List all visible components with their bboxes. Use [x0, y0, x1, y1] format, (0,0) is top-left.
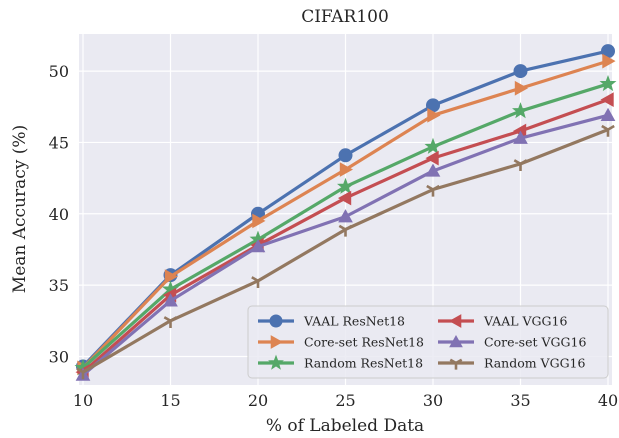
- data-point: [513, 159, 528, 171]
- legend-label: VAAL VGG16: [483, 314, 567, 329]
- series: [77, 53, 616, 376]
- data-point: [425, 150, 439, 166]
- series: [76, 124, 615, 380]
- legend-label: Core-set ResNet18: [304, 335, 424, 350]
- data-point: [513, 130, 528, 144]
- data-point: [76, 367, 90, 380]
- data-point: [270, 335, 284, 349]
- data-point: [337, 190, 352, 206]
- legend-item: Random VGG16: [438, 356, 586, 371]
- y-tick-label: 50: [49, 62, 69, 81]
- data-point: [163, 316, 178, 328]
- legend: VAAL ResNet18 Core-set ResNet18 Random Res…: [247, 305, 609, 379]
- legend-item: Core-set ResNet18: [258, 335, 424, 350]
- data-point: [164, 269, 179, 284]
- x-tick-label: 10: [73, 391, 93, 410]
- legend-label: Random VGG16: [484, 356, 586, 371]
- y-tick-label: 40: [49, 205, 69, 224]
- data-point: [250, 239, 266, 253]
- x-tick-label: 15: [160, 391, 180, 410]
- data-point: [268, 354, 284, 370]
- data-point: [513, 64, 528, 79]
- x-axis-label: % of Labeled Data: [266, 416, 424, 436]
- data-point: [448, 314, 462, 328]
- data-point: [449, 358, 463, 370]
- data-point: [337, 177, 354, 194]
- data-point: [338, 209, 353, 223]
- data-point: [338, 148, 353, 163]
- x-tick-label: 35: [510, 391, 530, 410]
- x-tick-label: 20: [248, 391, 268, 410]
- y-tick-label: 30: [49, 347, 69, 366]
- series: [74, 75, 617, 376]
- x-tick-label: 40: [598, 391, 618, 410]
- legend-label: Core-set VGG16: [484, 335, 586, 350]
- chart-title: CIFAR100: [301, 7, 389, 27]
- data-point: [339, 162, 354, 177]
- data-point: [512, 102, 529, 119]
- data-point: [427, 107, 441, 123]
- data-point: [449, 334, 463, 348]
- data-point: [338, 224, 353, 237]
- y-tick-label: 45: [49, 133, 69, 152]
- legend-item: VAAL ResNet18: [258, 314, 405, 329]
- data-point: [602, 53, 616, 69]
- x-tick-label: 30: [423, 391, 443, 410]
- data-point: [269, 314, 283, 328]
- data-point: [599, 75, 617, 92]
- data-point: [251, 276, 265, 288]
- data-point: [252, 213, 266, 229]
- series-lines: [74, 44, 617, 381]
- legend-item: Core-set VGG16: [438, 335, 586, 350]
- data-point: [426, 184, 440, 197]
- data-point: [514, 80, 529, 96]
- legend-label: Random ResNet18: [304, 356, 423, 371]
- data-point: [163, 293, 178, 307]
- legend-item: VAAL VGG16: [438, 314, 567, 329]
- data-point: [600, 92, 614, 107]
- tick-labels: 10 15 20 25 30 35 40 30 35 40 45 50: [49, 62, 619, 410]
- data-point: [601, 124, 615, 137]
- legend-box: [247, 305, 609, 379]
- y-axis-label: Mean Accuracy (%): [10, 125, 30, 293]
- y-tick-label: 35: [49, 276, 69, 295]
- data-point: [600, 107, 616, 122]
- legend-item: Random ResNet18: [258, 354, 423, 371]
- legend-label: VAAL ResNet18: [303, 314, 405, 329]
- data-point: [425, 163, 441, 177]
- data-point: [424, 137, 442, 154]
- series: [75, 107, 616, 381]
- x-tick-label: 25: [335, 391, 355, 410]
